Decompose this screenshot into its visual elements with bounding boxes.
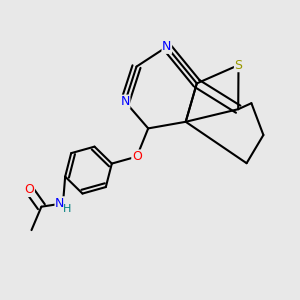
Text: H: H <box>62 204 71 214</box>
Text: O: O <box>132 150 142 163</box>
Text: O: O <box>25 183 34 196</box>
Text: N: N <box>120 95 130 108</box>
Text: N: N <box>55 197 64 210</box>
Text: N: N <box>162 40 172 53</box>
Text: S: S <box>235 58 242 72</box>
